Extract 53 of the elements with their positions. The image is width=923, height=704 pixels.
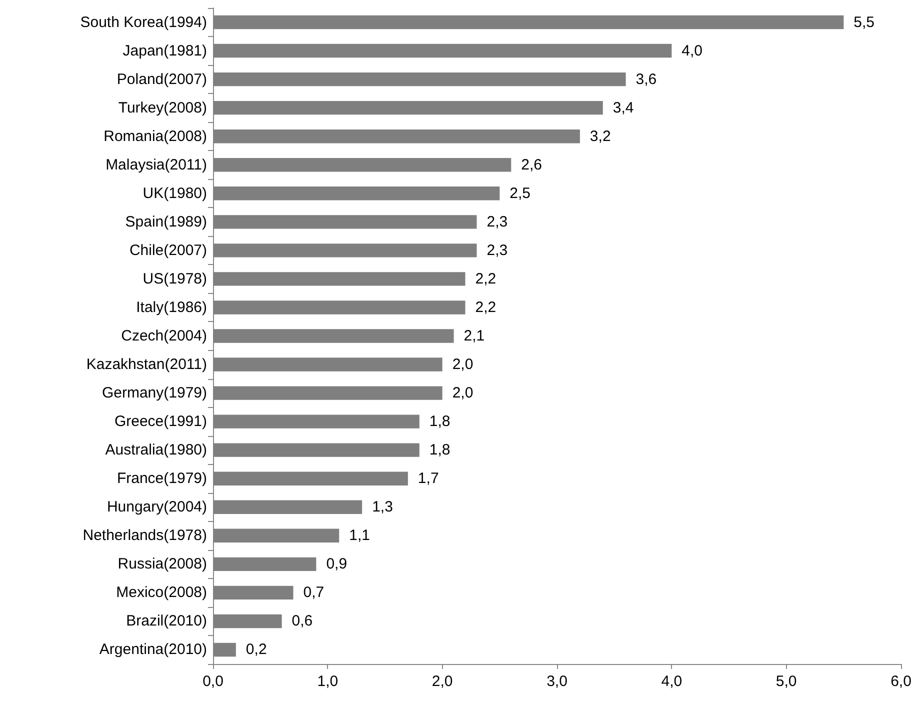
y-tick-label: Italy(1986) <box>136 298 207 316</box>
y-tick-label: Netherlands(1978) <box>82 527 207 544</box>
y-tick-label: Poland(2007) <box>116 70 207 88</box>
data-label: 0,6 <box>292 612 313 630</box>
y-tick-label: Malaysia(2011) <box>106 156 207 174</box>
y-tick-label: Russia(2008) <box>118 556 207 573</box>
data-label: 0,9 <box>326 556 348 573</box>
data-label: 0,2 <box>246 641 267 658</box>
y-tick-label: Germany(1979) <box>102 384 207 402</box>
data-label: 2,5 <box>510 184 531 202</box>
y-tick-label: France(1979) <box>116 470 207 488</box>
data-label: 1,7 <box>418 470 439 488</box>
data-label: 3,4 <box>612 99 634 116</box>
data-label: 3,6 <box>636 70 657 88</box>
y-tick-label: Greece(1991) <box>114 413 207 430</box>
data-label: 0,7 <box>303 584 324 602</box>
y-tick-label: Australia(1980) <box>105 442 208 459</box>
data-label: 4,0 <box>682 42 703 60</box>
x-tick-label: 3,0 <box>546 673 568 690</box>
y-tick-label: Chile(2007) <box>129 242 207 259</box>
y-tick-label: Spain(1989) <box>125 213 207 230</box>
y-tick-label: UK(1980) <box>142 184 207 202</box>
x-tick-label: 1,0 <box>317 673 338 690</box>
x-tick-label: 2,0 <box>432 673 453 690</box>
data-label: 2,3 <box>486 213 508 230</box>
data-label: 2,2 <box>475 270 496 288</box>
data-label: 1,1 <box>349 527 370 544</box>
data-label: 2,0 <box>452 384 474 402</box>
data-label: 3,2 <box>590 128 611 145</box>
y-tick-label: Romania(2008) <box>104 128 208 145</box>
data-label: 2,3 <box>486 242 508 259</box>
data-label: 1,8 <box>429 413 450 430</box>
y-tick-label: Brazil(2010) <box>126 612 207 630</box>
y-tick-label: Japan(1981) <box>122 42 207 60</box>
y-tick-label: Kazakhstan(2011) <box>86 356 207 374</box>
x-tick-label: 5,0 <box>776 673 797 690</box>
x-tick-label: 6,0 <box>890 673 912 690</box>
y-tick-label: Argentina(2010) <box>99 641 207 658</box>
data-label: 2,1 <box>464 328 485 344</box>
x-tick-label: 4,0 <box>661 673 682 690</box>
data-label: 2,0 <box>452 356 474 374</box>
data-label: 2,2 <box>475 298 496 316</box>
y-tick-label: South Korea(1994) <box>80 14 207 31</box>
y-tick-label: Mexico(2008) <box>116 584 207 602</box>
y-tick-label: Czech(2004) <box>121 328 207 344</box>
data-label: 2,6 <box>521 156 542 174</box>
data-label: 1,8 <box>429 442 450 459</box>
data-label: 5,5 <box>854 14 875 31</box>
x-tick-label: 0,0 <box>202 673 224 690</box>
y-tick-label: US(1978) <box>142 270 207 288</box>
data-label: 1,3 <box>372 498 393 516</box>
y-tick-label: Hungary(2004) <box>106 498 207 516</box>
y-tick-label: Turkey(2008) <box>118 99 207 116</box>
